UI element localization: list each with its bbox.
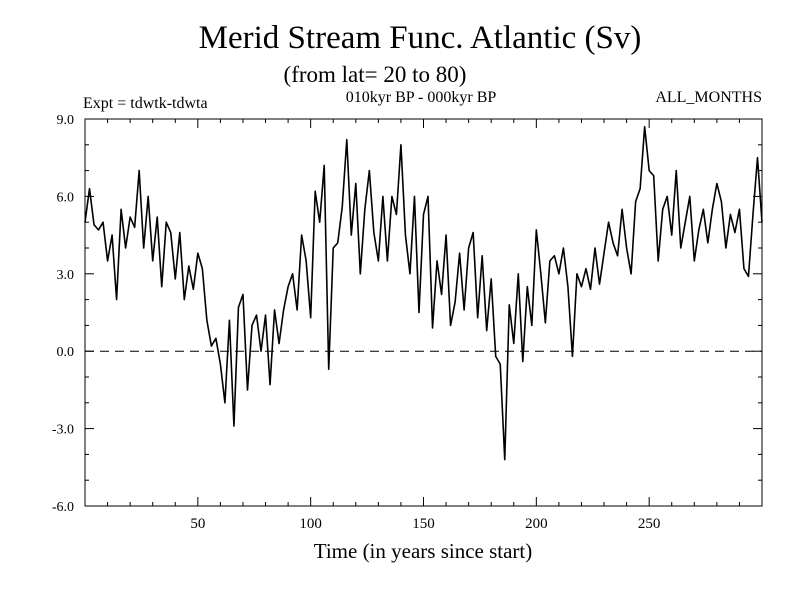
y-tick-label: 3.0 xyxy=(57,268,75,283)
chart-title: Merid Stream Func. Atlantic (Sv) xyxy=(199,20,642,56)
months-label: ALL_MONTHS xyxy=(655,89,762,106)
x-tick-label: 100 xyxy=(299,516,322,532)
period-label: 010kyr BP - 000kyr BP xyxy=(346,89,497,106)
x-axis-label: Time (in years since start) xyxy=(314,539,533,563)
y-tick-label: -6.0 xyxy=(52,500,74,515)
chart-subtitle: (from lat= 20 to 80) xyxy=(284,62,467,87)
y-tick-label: 9.0 xyxy=(57,113,75,128)
y-tick-label: -3.0 xyxy=(52,423,74,438)
experiment-label: Expt = tdwtk-tdwta xyxy=(83,95,208,112)
data-series-line xyxy=(84,125,763,461)
x-tick-label: 200 xyxy=(525,516,548,532)
axes-group: 50 100 150 200 250 -6.0 -3.0 0.0 3.0 6.0 9.0 xyxy=(52,113,762,532)
x-tick-label: 50 xyxy=(190,516,205,532)
x-tick-label: 150 xyxy=(412,516,435,532)
y-tick-label: 0.0 xyxy=(57,345,75,360)
plot-frame xyxy=(84,118,763,507)
x-tick-label: 250 xyxy=(638,516,661,532)
y-tick-label: 6.0 xyxy=(57,190,75,205)
